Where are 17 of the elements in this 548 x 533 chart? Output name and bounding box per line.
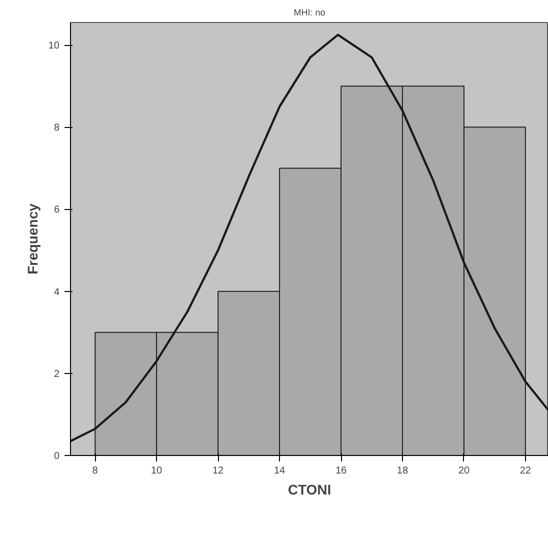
y-tick-label: 4 xyxy=(54,286,60,298)
x-axis-title: CTONI xyxy=(288,482,332,498)
x-tick-label: 20 xyxy=(458,466,470,476)
x-tick-label: 18 xyxy=(396,466,408,476)
y-tick-label: 0 xyxy=(54,451,60,462)
y-axis-title: Frequency xyxy=(24,203,40,274)
x-tick-label: 8 xyxy=(92,466,98,476)
chart-title: MHI: no xyxy=(294,8,326,18)
x-tick-label: 16 xyxy=(335,466,348,476)
x-tick-label: 12 xyxy=(212,466,224,476)
y-tick-label: 2 xyxy=(54,368,60,380)
x-tick-label: 10 xyxy=(151,466,163,476)
y-tick-label: 6 xyxy=(54,204,60,216)
x-tick-label: 14 xyxy=(274,466,286,476)
x-tick-label: 22 xyxy=(520,466,532,476)
y-tick-label: 8 xyxy=(54,122,60,134)
y-tick-label: 10 xyxy=(48,40,60,52)
